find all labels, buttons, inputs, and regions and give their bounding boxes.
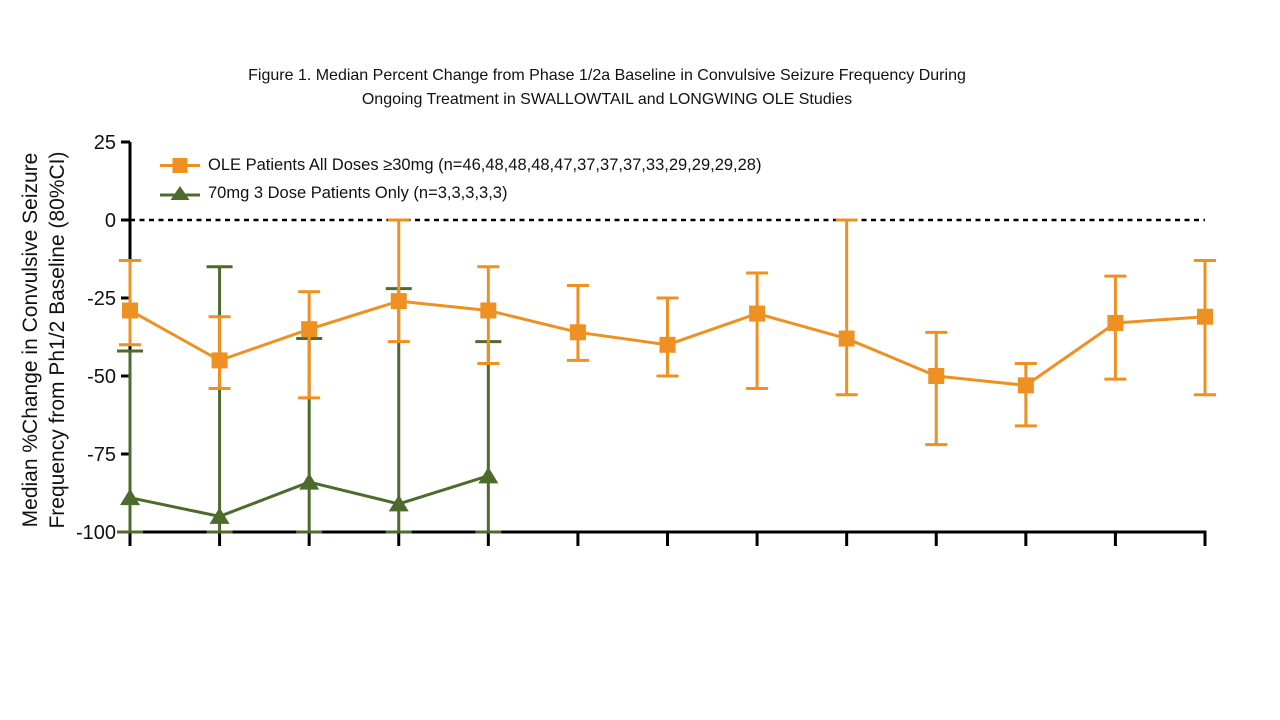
series-ole-marker — [838, 330, 855, 347]
figure-title-line2: Ongoing Treatment in SWALLOWTAIL and LON… — [361, 91, 853, 108]
y-axis-tick-label: -25 — [87, 288, 116, 310]
series-70mg-marker — [388, 494, 409, 512]
y-axis-tick-label: -50 — [87, 366, 116, 388]
series-70mg-marker — [478, 466, 499, 484]
legend: OLE Patients All Doses ≥30mg (n=46,48,48… — [160, 151, 761, 207]
legend-item-70mg: 70mg 3 Dose Patients Only (n=3,3,3,3,3) — [160, 179, 761, 207]
series-ole-marker — [749, 305, 766, 322]
y-axis-tick-label: 25 — [94, 132, 116, 154]
series-ole-marker — [390, 293, 407, 310]
series-ole-marker — [122, 302, 138, 319]
series-ole-marker — [1197, 308, 1213, 325]
series-ole-marker — [211, 352, 228, 369]
legend-label-70mg: 70mg 3 Dose Patients Only (n=3,3,3,3,3) — [208, 183, 508, 202]
legend-marker-square-icon — [160, 157, 200, 173]
series-ole-marker — [1017, 377, 1034, 394]
series-ole-marker — [1107, 314, 1124, 331]
legend-label-ole: OLE Patients All Doses ≥30mg (n=46,48,48… — [208, 155, 762, 174]
figure-title: Figure 1. Median Percent Change from Pha… — [0, 64, 1214, 112]
series-70mg-marker — [299, 473, 320, 490]
y-axis-tick-label: -75 — [87, 444, 116, 466]
legend-marker-triangle-icon — [160, 185, 200, 200]
figure-title-line1: Figure 1. Median Percent Change from Pha… — [248, 67, 966, 84]
y-axis-tick-label: 0 — [105, 210, 116, 232]
series-ole-marker — [480, 302, 497, 319]
series-70mg-marker — [209, 507, 230, 524]
series-70mg-marker — [120, 488, 140, 506]
y-axis-tick-label: -100 — [76, 522, 116, 544]
series-ole-marker — [569, 324, 586, 341]
series-ole-marker — [301, 321, 318, 338]
series-ole-marker — [928, 368, 945, 384]
series-ole-marker — [659, 336, 676, 353]
legend-item-ole: OLE Patients All Doses ≥30mg (n=46,48,48… — [160, 151, 761, 179]
